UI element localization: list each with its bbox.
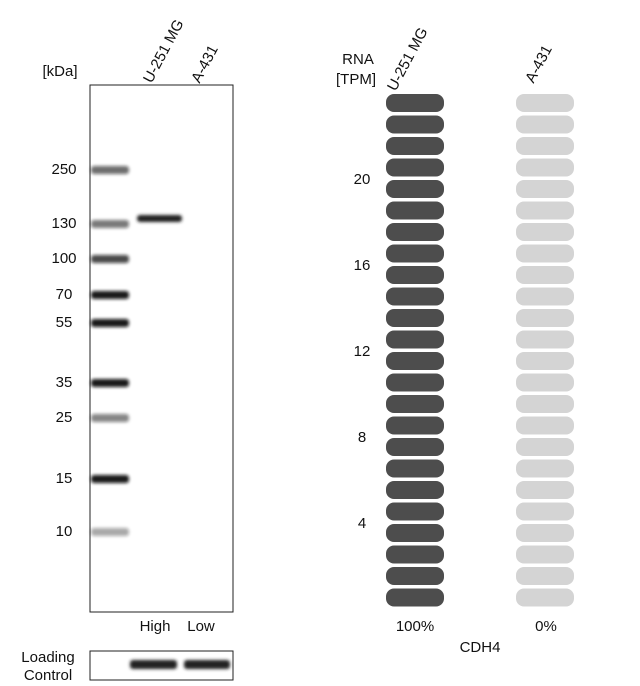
pill [386,158,444,177]
pill [386,545,444,564]
pill [516,287,574,306]
pill [386,94,444,112]
ladder [91,166,129,536]
pill [516,201,574,220]
pill [516,395,574,413]
pill [386,330,444,349]
pill [516,330,574,349]
pill [386,223,444,241]
marker-label: 100 [51,250,76,267]
unit-label: [kDa] [42,63,77,80]
ladder-band [91,475,129,483]
marker-label: 25 [56,409,73,426]
pill [516,416,574,435]
rna-tick-label: 12 [354,343,371,360]
pill [516,545,574,564]
percentage: 100% [396,618,434,635]
rna-tick-label: 16 [354,257,371,274]
pill [386,137,444,155]
pill [516,373,574,392]
band [137,215,182,222]
marker-label: 70 [56,286,73,303]
ladder-band [91,166,129,174]
percentage: 0% [535,618,557,635]
marker-label: 35 [56,374,73,391]
pill [516,94,574,112]
loading-band [184,660,230,669]
pill [386,309,444,327]
level-label: High [140,618,171,635]
loading-band [130,660,177,669]
pill [386,438,444,456]
pill [386,287,444,306]
pill [386,115,444,134]
pill [516,502,574,521]
pill [516,137,574,155]
pill [516,158,574,177]
level-label: Low [187,618,215,635]
ladder-band [91,414,129,422]
pill [516,567,574,585]
pill [516,223,574,241]
pill [386,459,444,478]
pill [386,416,444,435]
pill [516,459,574,478]
pill [386,266,444,284]
pill [386,352,444,370]
pill [516,115,574,134]
pill [386,567,444,585]
loading-label: Loading [21,649,74,666]
pill [516,180,574,198]
ladder-band [91,528,129,536]
pill [516,352,574,370]
pills [386,94,574,607]
rna-axis-label: RNA [342,51,374,68]
rna-tick-label: 4 [358,515,366,532]
rna-tick-label: 8 [358,429,366,446]
ladder-band [91,379,129,387]
pill [386,502,444,521]
pill [386,588,444,607]
rna-tick-label: 20 [354,171,371,188]
ladder-band [91,291,129,299]
marker-label: 55 [56,314,73,331]
lane-label: U-251 MG [140,17,187,86]
sample-label: A-431 [522,42,556,85]
ladder-band [91,220,129,228]
ladder-band [91,319,129,327]
pill [386,395,444,413]
pill [516,266,574,284]
lane-label: A-431 [188,42,222,85]
marker-label: 130 [51,215,76,232]
pill [386,373,444,392]
marker-label: 15 [56,470,73,487]
pill [516,438,574,456]
sample-label: U-251 MG [384,25,431,94]
pill [386,244,444,263]
pill [516,481,574,499]
gene-label: CDH4 [460,639,501,656]
pill [386,180,444,198]
pill [386,524,444,542]
pill [516,524,574,542]
marker-label: 250 [51,161,76,178]
pill [516,244,574,263]
pill [386,481,444,499]
loading-label: Control [24,667,72,684]
pill [516,309,574,327]
pill [386,201,444,220]
rna-axis-label: [TPM] [336,71,376,88]
marker-label: 10 [56,523,73,540]
pill [516,588,574,607]
ladder-band [91,255,129,263]
